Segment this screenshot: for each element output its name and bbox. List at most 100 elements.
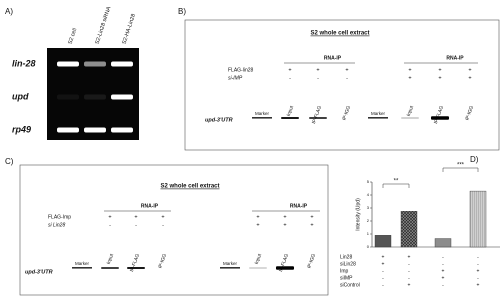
sign: - xyxy=(317,75,319,81)
gel-band xyxy=(84,94,106,100)
lane-label: IP-FLAG xyxy=(129,253,141,273)
gel-band xyxy=(111,127,133,133)
y-tick-label: 3 xyxy=(367,205,370,210)
marker-band xyxy=(252,117,272,119)
lane-label: Input xyxy=(406,104,416,117)
sign: - xyxy=(135,222,137,228)
sign: + xyxy=(283,222,286,228)
gel-band xyxy=(111,94,133,100)
sign: - xyxy=(477,275,479,281)
sign: + xyxy=(382,261,385,267)
sign: - xyxy=(408,275,410,281)
sign: + xyxy=(438,75,441,81)
lane-label: IP-FLAG xyxy=(433,105,445,125)
sign: - xyxy=(382,275,384,281)
sign: + xyxy=(108,214,111,220)
significance-bracket xyxy=(442,167,479,172)
row-label: upd-3'UTR xyxy=(25,269,53,275)
sign: - xyxy=(477,254,479,260)
group-header: RNA-IP xyxy=(290,203,308,209)
lane-label: S2 cell xyxy=(68,28,79,46)
sign: + xyxy=(310,214,313,220)
lane-label: IP-IGG xyxy=(464,105,475,121)
panel-label: A) xyxy=(5,7,13,16)
marker-label: Marker xyxy=(255,111,270,116)
gel-band xyxy=(84,127,106,133)
row-label: lin-28 xyxy=(12,58,36,68)
bar xyxy=(374,235,392,248)
sign: + xyxy=(288,67,291,73)
condition-label: si Lin28 xyxy=(48,222,65,228)
sign: + xyxy=(283,214,286,220)
sign: + xyxy=(477,282,480,288)
group-header: RNA-IP xyxy=(446,55,464,61)
sign: - xyxy=(289,75,291,81)
sign: - xyxy=(442,254,444,260)
significance: *** xyxy=(457,163,465,169)
sign: + xyxy=(316,67,319,73)
band xyxy=(276,266,294,270)
bar xyxy=(400,211,418,248)
panel-title: S2 whole cell extract xyxy=(310,31,369,37)
gel-band xyxy=(57,61,79,67)
gel-band xyxy=(111,61,133,67)
condition-label: Lin28 xyxy=(340,254,352,260)
sign: + xyxy=(310,222,313,228)
band xyxy=(101,267,119,269)
panel-box xyxy=(19,164,329,296)
panel-title: S2 whole cell extract xyxy=(160,184,219,190)
sign: + xyxy=(408,75,411,81)
condition-label: FLAG-Imp xyxy=(48,214,71,220)
row-label: upd xyxy=(12,91,29,101)
condition-label: si-IMP xyxy=(228,75,243,81)
sign: + xyxy=(134,214,137,220)
sign: - xyxy=(346,75,348,81)
sign: - xyxy=(382,268,384,274)
band xyxy=(309,117,327,119)
condition-label: Imp xyxy=(340,268,349,274)
sign: - xyxy=(408,268,410,274)
condition-label: siIMP xyxy=(340,275,353,281)
sign: - xyxy=(162,222,164,228)
marker-label: Marker xyxy=(75,261,90,266)
marker-band xyxy=(368,117,388,119)
sign: + xyxy=(256,214,259,220)
y-tick-label: 1 xyxy=(367,231,370,236)
sign: - xyxy=(477,261,479,267)
lane-label: IP-IGG xyxy=(157,253,168,269)
row-label: rp49 xyxy=(12,124,31,134)
sign: + xyxy=(442,268,445,274)
band xyxy=(281,117,299,119)
marker-label: Marker xyxy=(223,261,238,266)
sign: + xyxy=(345,67,348,73)
gel-band xyxy=(57,94,79,100)
lane-label: Input xyxy=(254,252,264,265)
y-tick-label: 4 xyxy=(367,192,370,197)
lane-label: S2-HA-Lin28 xyxy=(122,13,137,45)
lane-label: IP-FLAG xyxy=(311,105,323,125)
sign: + xyxy=(477,268,480,274)
sign: - xyxy=(408,261,410,267)
sign: + xyxy=(408,282,411,288)
marker-band xyxy=(72,267,92,269)
sign: - xyxy=(382,282,384,288)
sign: - xyxy=(109,222,111,228)
panel-label: B) xyxy=(178,7,186,16)
lane-label: IP-IGG xyxy=(306,253,317,269)
sign: - xyxy=(442,282,444,288)
group-header: RNA-IP xyxy=(324,55,342,61)
marker-band xyxy=(220,267,240,269)
marker-label: Marker xyxy=(371,111,386,116)
sign: + xyxy=(408,254,411,260)
sign: + xyxy=(442,275,445,281)
sign: + xyxy=(382,254,385,260)
sign: + xyxy=(256,222,259,228)
sign: + xyxy=(468,75,471,81)
row-label: upd-3'UTR xyxy=(205,117,233,123)
y-tick-label: 2 xyxy=(367,218,370,223)
y-tick-label: 5 xyxy=(367,179,370,184)
sign: - xyxy=(442,261,444,267)
gel-band xyxy=(57,127,79,133)
